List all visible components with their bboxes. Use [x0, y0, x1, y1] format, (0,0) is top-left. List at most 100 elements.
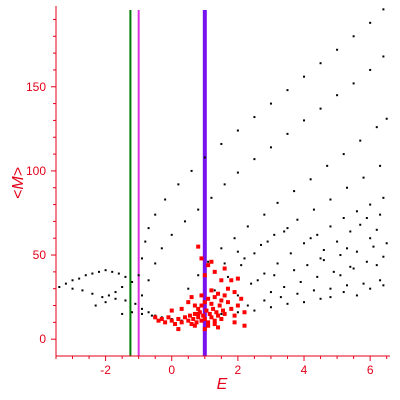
data-point-s1-116 — [279, 296, 282, 299]
data-point-s1-121 — [362, 282, 365, 285]
data-point-s1-141 — [299, 280, 302, 283]
data-point-s1-63 — [223, 183, 226, 186]
data-point-s1-70 — [336, 94, 339, 97]
data-point-s2-27 — [212, 318, 217, 323]
data-point-s2-50 — [219, 298, 224, 303]
data-point-s2-63 — [212, 269, 217, 274]
data-point-s2-49 — [239, 296, 244, 301]
data-point-s1-54 — [382, 8, 385, 11]
data-point-s1-129 — [319, 297, 322, 300]
data-point-s1-161 — [339, 274, 342, 277]
data-point-s1-111 — [369, 203, 372, 206]
data-point-s1-1 — [58, 286, 61, 289]
data-point-s1-33 — [140, 312, 143, 315]
data-point-s1-122 — [379, 279, 382, 282]
data-point-s1-80 — [263, 213, 266, 216]
data-point-s1-123 — [220, 312, 223, 315]
data-point-s1-142 — [316, 275, 319, 278]
data-point-s1-52 — [352, 35, 355, 38]
data-point-s1-11 — [124, 275, 127, 278]
data-point-s1-77 — [220, 247, 223, 250]
data-point-s1-14 — [81, 289, 84, 292]
data-point-s1-49 — [303, 75, 306, 78]
data-point-s1-59 — [170, 233, 173, 236]
data-point-s1-136 — [355, 250, 358, 253]
data-point-s1-38 — [147, 227, 150, 230]
data-point-s1-163 — [375, 264, 378, 267]
data-point-s1-8 — [104, 269, 107, 272]
data-point-s1-130 — [256, 279, 259, 282]
data-point-s2-5 — [166, 315, 171, 320]
data-point-s2-67 — [176, 327, 181, 332]
data-point-s1-23 — [124, 299, 127, 302]
data-point-s2-2 — [156, 318, 161, 323]
data-point-s2-65 — [222, 266, 227, 271]
data-point-s2-30 — [217, 303, 222, 308]
data-point-s1-132 — [293, 269, 296, 272]
data-point-s2-41 — [206, 296, 211, 301]
data-point-s1-85 — [342, 153, 345, 156]
data-point-s1-167 — [260, 243, 263, 246]
data-point-s1-124 — [236, 311, 239, 314]
data-point-s1-72 — [369, 68, 372, 71]
data-point-s1-9 — [111, 270, 114, 273]
data-point-s1-76 — [207, 260, 210, 263]
data-point-s1-108 — [329, 225, 332, 228]
data-point-s2-70 — [192, 323, 197, 328]
x-tick-label: 0 — [168, 363, 175, 377]
x-tick-label: 4 — [301, 363, 308, 377]
data-point-s1-125 — [253, 309, 256, 312]
data-point-s2-39 — [199, 303, 204, 308]
data-point-s2-15 — [192, 311, 197, 316]
data-point-s1-74 — [187, 287, 190, 290]
data-point-s2-29 — [216, 313, 221, 318]
data-point-s2-24 — [207, 311, 212, 316]
data-point-s2-60 — [206, 263, 211, 268]
data-point-s1-147 — [309, 237, 312, 240]
data-point-s1-170 — [223, 262, 226, 265]
data-point-s1-61 — [197, 208, 200, 211]
data-point-s2-40 — [202, 300, 207, 305]
data-point-s1-93 — [266, 240, 269, 243]
data-point-s2-59 — [202, 273, 207, 278]
data-point-s2-14 — [191, 316, 196, 321]
data-point-s2-56 — [242, 323, 247, 328]
data-point-s1-101 — [236, 294, 239, 297]
data-point-s2-45 — [212, 295, 217, 300]
data-point-s1-151 — [359, 223, 362, 226]
data-point-s1-138 — [385, 242, 388, 245]
data-point-s2-43 — [196, 306, 201, 311]
data-point-s2-22 — [204, 308, 209, 313]
data-point-s1-139 — [269, 291, 272, 294]
data-point-s1-90 — [226, 275, 229, 278]
data-point-s1-20 — [94, 304, 97, 307]
data-point-s2-52 — [209, 288, 214, 293]
data-point-s1-107 — [316, 233, 319, 236]
data-point-s1-133 — [306, 264, 309, 267]
data-point-s1-118 — [312, 289, 315, 292]
data-point-s1-102 — [250, 282, 253, 285]
x-axis-label: E — [217, 376, 228, 393]
data-point-s1-34 — [150, 314, 153, 317]
data-point-s2-36 — [232, 313, 237, 318]
data-point-s1-146 — [382, 255, 385, 258]
data-point-s1-32 — [131, 311, 134, 314]
data-point-s2-44 — [192, 303, 197, 308]
data-point-s1-65 — [253, 158, 256, 161]
data-point-s2-3 — [159, 316, 164, 321]
data-point-s1-26 — [147, 311, 150, 314]
data-point-s1-155 — [379, 213, 382, 216]
data-point-s2-48 — [232, 290, 237, 295]
vertical-lines — [129, 10, 207, 356]
data-point-s1-127 — [286, 302, 289, 305]
data-point-s2-21 — [202, 316, 207, 321]
data-point-s2-53 — [199, 293, 204, 298]
data-point-s1-45 — [236, 129, 239, 132]
data-point-s1-165 — [346, 247, 349, 250]
data-point-s1-96 — [312, 208, 315, 211]
data-point-s1-150 — [349, 230, 352, 233]
data-point-s2-35 — [229, 306, 234, 311]
data-point-s2-16 — [194, 320, 199, 325]
data-point-s1-78 — [233, 237, 236, 240]
data-point-s2-7 — [173, 322, 178, 327]
